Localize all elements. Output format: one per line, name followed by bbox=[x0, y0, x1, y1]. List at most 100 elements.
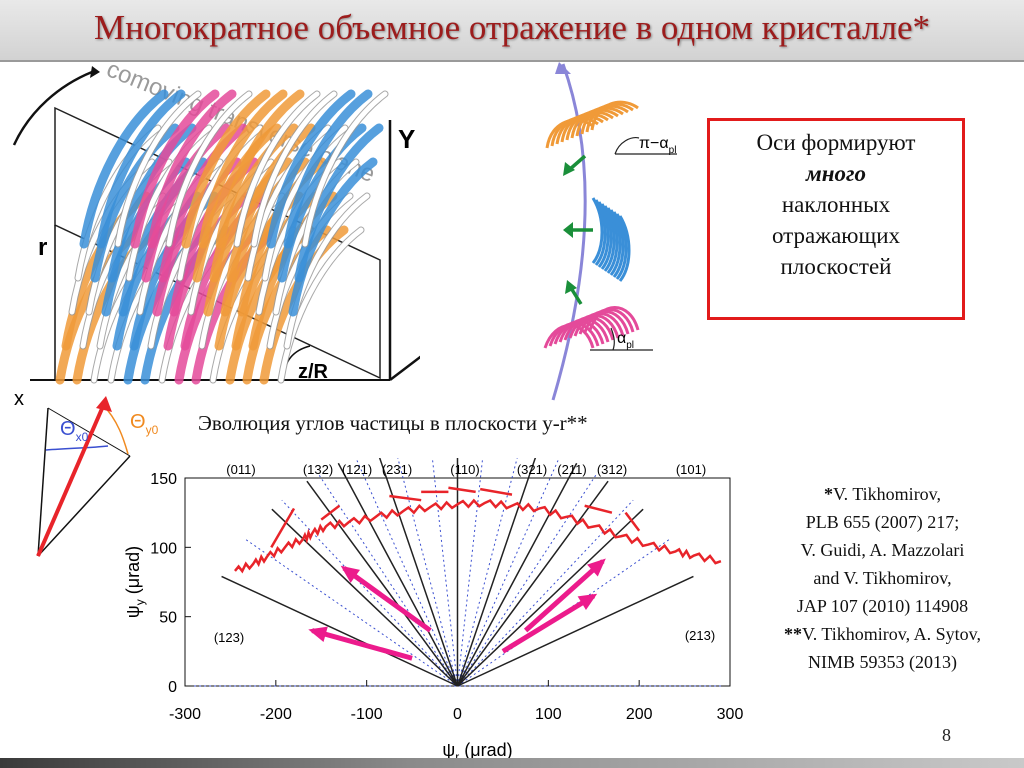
atom-string bbox=[288, 157, 378, 317]
dashed-plane-line bbox=[457, 499, 634, 687]
crystal-plane-line bbox=[337, 462, 459, 687]
atom-string bbox=[181, 89, 271, 249]
crystal-plane-line bbox=[456, 480, 609, 687]
crystal-plane bbox=[606, 207, 619, 274]
atom-string bbox=[278, 227, 364, 383]
crystal-plane-line bbox=[456, 462, 578, 687]
bent-planes-figure: π−αpl αpl bbox=[543, 62, 677, 401]
x-tick-label: -100 bbox=[351, 706, 383, 723]
dashed-plane-line bbox=[244, 538, 458, 687]
atom-string bbox=[215, 89, 305, 249]
atom-string bbox=[234, 91, 320, 247]
magenta-arrow-head bbox=[340, 565, 360, 583]
atom-string bbox=[266, 89, 356, 249]
crystal-plane-line bbox=[306, 480, 459, 687]
crystal-plane bbox=[588, 306, 640, 331]
callout-line: плоскостей bbox=[780, 254, 892, 279]
dashed-plane-line bbox=[457, 458, 484, 687]
magenta-arrow bbox=[311, 628, 413, 661]
comoving-arrow bbox=[12, 70, 93, 146]
red-arrow bbox=[389, 494, 422, 502]
x-tick-label: -300 bbox=[169, 706, 201, 723]
atom-string bbox=[141, 123, 231, 283]
axis-x-label: x bbox=[14, 388, 24, 410]
atom-string bbox=[198, 89, 288, 249]
atom-string bbox=[209, 123, 299, 283]
particle-track bbox=[551, 63, 587, 401]
callout-line: наклонных bbox=[781, 192, 891, 217]
theta-y0-label: Θy0 bbox=[130, 411, 159, 437]
axis-zr-label: z/R bbox=[298, 361, 329, 383]
plane-label: (211) bbox=[557, 462, 586, 477]
plane-label: (321) bbox=[517, 462, 547, 477]
crystal-plane bbox=[609, 209, 622, 276]
dashed-plane-line bbox=[281, 499, 458, 687]
blue-planes bbox=[591, 197, 631, 282]
crystal-plane-line bbox=[378, 458, 459, 687]
atom-string bbox=[302, 91, 388, 247]
crystal-plane bbox=[615, 213, 628, 280]
magenta-arrow-head bbox=[308, 626, 328, 642]
dashed-plane-line bbox=[457, 458, 560, 687]
x-tick-label: 300 bbox=[717, 706, 744, 723]
plane-label: (110) bbox=[450, 462, 479, 477]
angle-evolution-chart: 0 50 100 150 -300 -200 -100 0 100 200 300 (011) (132… bbox=[125, 458, 744, 758]
dashed-plane-line bbox=[317, 473, 458, 687]
red-arrow bbox=[624, 511, 641, 532]
crystal-plane-line bbox=[271, 508, 459, 687]
x-axis-label: ψr (μrad) bbox=[442, 740, 512, 758]
atom-string bbox=[166, 91, 252, 247]
callout-line: отражающих bbox=[771, 223, 901, 248]
y-tick-label: 0 bbox=[168, 679, 177, 696]
trajectory-line bbox=[233, 498, 722, 574]
comoving-arrow-head bbox=[90, 66, 100, 78]
atom-string bbox=[90, 123, 180, 283]
alpha-label: αpl bbox=[617, 330, 634, 351]
atom-string bbox=[251, 91, 337, 247]
magenta-arrow-head bbox=[577, 593, 598, 610]
crystal-plane bbox=[600, 203, 613, 270]
crystal-plane bbox=[590, 100, 639, 131]
dashed-plane-line bbox=[457, 538, 671, 687]
plane-label: (011) bbox=[226, 462, 255, 477]
dashed-plane-line bbox=[431, 458, 458, 687]
red-arrow bbox=[270, 507, 296, 548]
atom-string bbox=[147, 89, 237, 249]
callout-emphasis: много bbox=[805, 161, 866, 186]
red-arrow bbox=[479, 487, 513, 496]
plane-label: (312) bbox=[597, 462, 627, 477]
y-tick-label: 150 bbox=[150, 471, 177, 488]
callout-box: Оси формируют много наклонных отражающих… bbox=[707, 118, 965, 320]
magenta-arrow bbox=[501, 593, 596, 654]
atom-string bbox=[284, 193, 370, 349]
plane-label: (213) bbox=[685, 628, 715, 643]
theta-x0-label: Θx0 bbox=[60, 418, 89, 444]
crystal-plane-line bbox=[456, 508, 644, 687]
slide-title: Многократное объемное отражение в одном … bbox=[93, 8, 930, 47]
crystal-3d-figure: comoving transverse plane Y z r z/R x bbox=[12, 60, 420, 410]
crystal-plane bbox=[603, 205, 616, 272]
red-arrow bbox=[320, 504, 341, 521]
axis-y-label: Y bbox=[398, 124, 415, 154]
plane-label: (132) bbox=[303, 462, 333, 477]
crystal-plane bbox=[612, 211, 625, 278]
atom-string bbox=[283, 89, 373, 249]
atom-string bbox=[226, 123, 316, 283]
red-arrow bbox=[448, 486, 476, 494]
magenta-arrow bbox=[342, 566, 432, 633]
magenta-arrow-head bbox=[587, 558, 606, 577]
crystal-plane-line bbox=[457, 575, 694, 687]
plane-label: (231) bbox=[382, 462, 412, 477]
x-tick-label: 0 bbox=[453, 706, 462, 723]
atom-string bbox=[79, 89, 169, 249]
crystal-plane-line bbox=[221, 575, 458, 687]
chart-subtitle: Эволюция углов частицы в плоскости y-r** bbox=[198, 411, 588, 435]
atom-string bbox=[115, 91, 201, 247]
angle-diagram: Θx0 Θy0 bbox=[36, 396, 159, 557]
title-bar bbox=[0, 0, 1024, 62]
dashed-plane-line bbox=[457, 458, 518, 687]
atom-strings bbox=[55, 89, 389, 385]
crystal-plane bbox=[618, 215, 631, 282]
x-tick-label: -200 bbox=[260, 706, 292, 723]
crystal-plane bbox=[597, 201, 610, 268]
